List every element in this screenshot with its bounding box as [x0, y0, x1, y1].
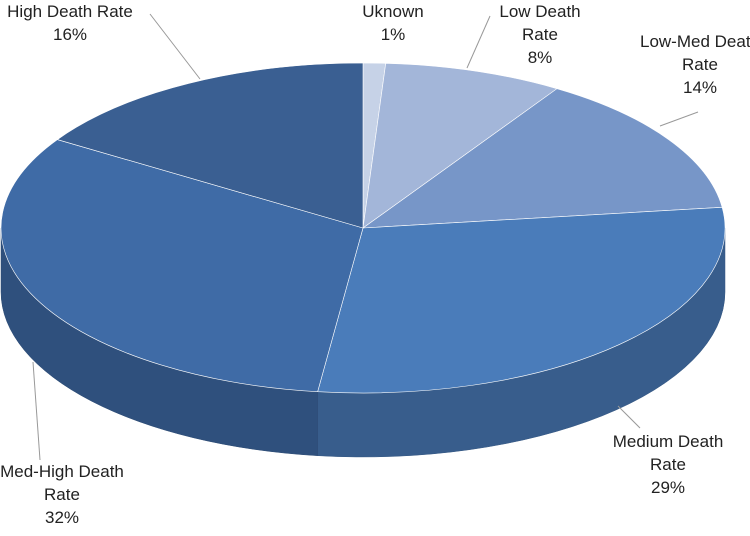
percent-label: 1%: [380, 25, 406, 44]
slice-top: [0, 139, 364, 393]
leader-line: [617, 405, 641, 429]
slice-label: High Death Rate 16%: [5, 0, 135, 46]
slice: [56, 62, 364, 229]
slice-label: Uknown 1%: [353, 0, 433, 46]
slice: [317, 207, 726, 458]
slice-top: [56, 62, 364, 229]
slice: [0, 139, 364, 456]
category-name: Medium Death Rate: [612, 432, 724, 474]
category-name: Low Death Rate: [499, 2, 581, 44]
leader-line: [149, 13, 201, 80]
slice-label: Medium Death Rate 29%: [593, 430, 743, 499]
slice: [361, 88, 723, 229]
slice-label: Low Death Rate 8%: [485, 0, 595, 69]
slice: [362, 63, 558, 229]
slice-label: Med-High Death Rate 32%: [0, 460, 124, 529]
category-name: Uknown: [362, 2, 424, 21]
category-name: Med-High Death Rate: [0, 462, 124, 504]
percent-label: 16%: [52, 25, 88, 44]
percent-label: 8%: [527, 48, 553, 67]
slice-top: [362, 63, 558, 229]
slice-top: [361, 88, 723, 229]
percent-label: 32%: [44, 508, 80, 527]
category-name: Low-Med Death Rate: [640, 32, 750, 74]
leader-line: [659, 111, 699, 127]
leader-line: [466, 15, 491, 69]
slice-label: Low-Med Death Rate 14%: [640, 30, 750, 99]
leader-line: [32, 361, 41, 461]
slice-top: [317, 207, 726, 394]
percent-label: 29%: [650, 478, 686, 497]
percent-label: 14%: [682, 78, 718, 97]
category-name: High Death Rate: [7, 2, 133, 21]
